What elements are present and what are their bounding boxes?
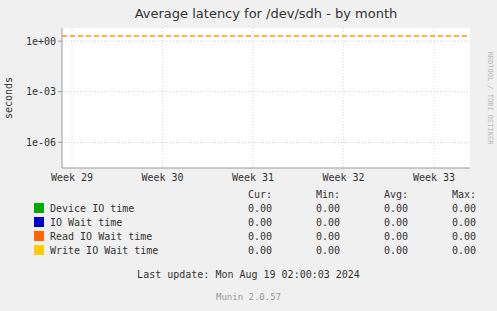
table-value: 0.00 bbox=[452, 217, 476, 228]
grid-line bbox=[62, 142, 470, 143]
grid bbox=[62, 28, 470, 168]
legend-label: Write IO Wait time bbox=[50, 245, 158, 256]
reference-line bbox=[62, 35, 470, 37]
table-value: 0.00 bbox=[248, 203, 272, 214]
table-value: 0.00 bbox=[316, 203, 340, 214]
legend-label: IO Wait time bbox=[50, 217, 122, 228]
table-value: 0.00 bbox=[384, 231, 408, 242]
grid-line bbox=[62, 91, 470, 92]
legend-label: Read IO Wait time bbox=[50, 231, 152, 242]
marks bbox=[62, 36, 470, 37]
legend-swatch bbox=[34, 217, 44, 227]
table-header: Cur: bbox=[248, 189, 272, 200]
grid-line bbox=[62, 41, 470, 42]
y-tick-label: 1e-06 bbox=[26, 137, 56, 148]
y-axis-label: seconds bbox=[3, 77, 14, 119]
legend-swatch bbox=[34, 245, 44, 255]
table-value: 0.00 bbox=[316, 245, 340, 256]
x-axis-line bbox=[62, 168, 470, 169]
grid-line bbox=[162, 28, 163, 168]
table-value: 0.00 bbox=[316, 231, 340, 242]
x-tick-label: Week 33 bbox=[413, 172, 455, 183]
chart: Average latency for /dev/sdh - by month 1… bbox=[0, 0, 497, 311]
plot-area bbox=[62, 28, 470, 168]
grid-line bbox=[434, 28, 435, 168]
table-header: Max: bbox=[452, 189, 476, 200]
legend-label: Device IO time bbox=[50, 203, 134, 214]
y-tick-label: 1e-03 bbox=[26, 86, 56, 97]
table-header: Avg: bbox=[384, 189, 408, 200]
table-value: 0.00 bbox=[384, 245, 408, 256]
last-update: Last update: Mon Aug 19 02:00:03 2024 bbox=[137, 269, 360, 280]
title: Average latency for /dev/sdh - by month bbox=[135, 6, 398, 21]
table-value: 0.00 bbox=[316, 217, 340, 228]
grid-line bbox=[72, 28, 73, 168]
legend-swatch bbox=[34, 203, 44, 213]
legend-swatch bbox=[34, 231, 44, 241]
table-value: 0.00 bbox=[384, 203, 408, 214]
x-tick-label: Week 32 bbox=[322, 172, 364, 183]
table-header: Min: bbox=[316, 189, 340, 200]
watermark: Munin 2.0.57 bbox=[216, 292, 281, 302]
table-value: 0.00 bbox=[248, 231, 272, 242]
table-value: 0.00 bbox=[452, 203, 476, 214]
y-axis-line bbox=[62, 28, 63, 168]
table-value: 0.00 bbox=[248, 217, 272, 228]
table-value: 0.00 bbox=[384, 217, 408, 228]
y-tick-label: 1e+00 bbox=[26, 36, 56, 47]
grid-line bbox=[253, 28, 254, 168]
grid-line bbox=[343, 28, 344, 168]
table-value: 0.00 bbox=[452, 245, 476, 256]
y-tick bbox=[58, 91, 62, 92]
x-tick-label: Week 31 bbox=[232, 172, 274, 183]
x-tick-label: Week 30 bbox=[141, 172, 183, 183]
side-label: RRDTOOL / TOBI OETIKER bbox=[486, 52, 494, 146]
y-tick bbox=[58, 41, 62, 42]
x-tick-label: Week 29 bbox=[51, 172, 93, 183]
y-tick bbox=[58, 142, 62, 143]
table-value: 0.00 bbox=[248, 245, 272, 256]
table-value: 0.00 bbox=[452, 231, 476, 242]
background bbox=[0, 0, 497, 311]
